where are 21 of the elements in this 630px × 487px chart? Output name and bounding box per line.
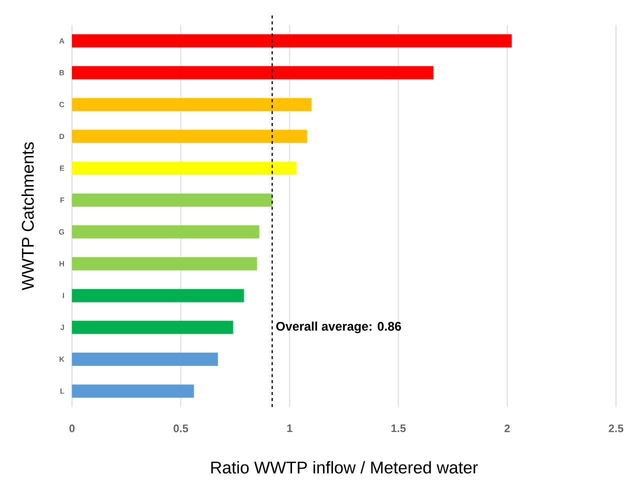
x-tick-label: 2: [504, 424, 510, 432]
bar: [72, 162, 296, 175]
x-tick-label: 2.5: [608, 424, 624, 432]
bar: [72, 320, 234, 334]
bar: [72, 384, 194, 398]
x-tick-label: 1.5: [391, 424, 406, 432]
bar: [72, 352, 218, 366]
bar: [72, 288, 244, 302]
x-tick-label: 1: [287, 424, 292, 432]
bar: [72, 34, 512, 48]
x-tick-label: 0: [69, 424, 75, 432]
x-tick-label: 0.5: [174, 424, 188, 432]
bar: [72, 225, 260, 239]
bar: [72, 66, 434, 80]
y-axis-title: WWTP Catchments: [21, 142, 34, 290]
x-axis-title: Ratio WWTP inflow / Metered water: [211, 461, 478, 474]
bar: [72, 98, 312, 112]
bar: [72, 257, 258, 270]
bar: [72, 130, 308, 144]
bar: [72, 193, 272, 207]
annotation: Overall average: 0.86: [276, 322, 402, 334]
